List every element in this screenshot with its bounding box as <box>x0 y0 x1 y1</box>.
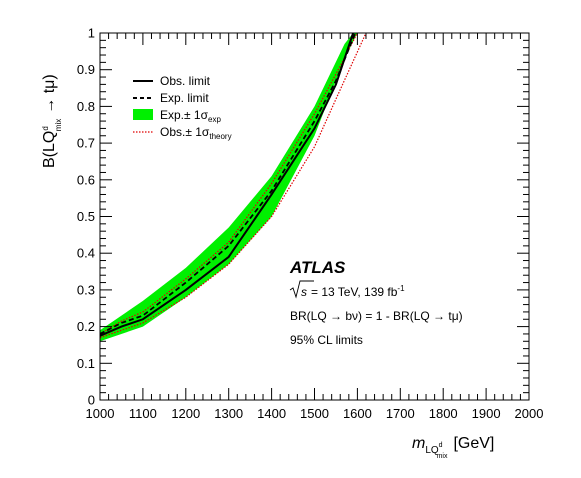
legend-theory-sub: theory <box>209 132 231 141</box>
y-tick-label: 0.4 <box>77 246 95 261</box>
legend: Obs. limit Exp. limit Exp.± 1σexp Obs.± … <box>133 74 232 141</box>
y-axis-title: B(LQd mix → tμ) <box>41 74 63 168</box>
y-tick-label: 1 <box>88 26 95 41</box>
x-axis-unit: [GeV] <box>453 435 494 452</box>
y-tick-label: 0.9 <box>77 62 95 77</box>
legend-band-label: Exp.± 1σexp <box>160 108 221 124</box>
y-tick-label: 0 <box>88 393 95 408</box>
y-axis-sub: mix <box>54 119 63 131</box>
y-tick-label: 0.6 <box>77 172 95 187</box>
y-tick-label: 0.5 <box>77 209 95 224</box>
x-tick-label: 1400 <box>257 406 286 421</box>
energy-text: = 13 TeV, 139 fb <box>311 285 398 299</box>
x-tick-label: 1000 <box>86 406 115 421</box>
legend-obs-label: Obs. limit <box>160 74 211 88</box>
x-axis-sub: LQ <box>425 445 439 456</box>
y-tick-label: 0.8 <box>77 99 95 114</box>
x-axis-subsup: d <box>439 442 443 449</box>
cl-annotation: 95% CL limits <box>290 333 363 347</box>
x-axis-symbol: m <box>412 435 425 452</box>
x-tick-label: 2000 <box>515 406 544 421</box>
x-tick-label: 1100 <box>129 406 157 421</box>
x-axis-title: mLQd mix [GeV] <box>412 435 494 460</box>
x-axis-subsub: mix <box>437 453 448 460</box>
obs-theory-lower-line <box>100 33 367 339</box>
y-tick-label: 0.1 <box>77 356 95 371</box>
x-tick-label: 1500 <box>300 406 329 421</box>
br-relation: BR(LQ → bν) = 1 - BR(LQ → tμ) <box>290 309 463 323</box>
energy-annotation: s = 13 TeV, 139 fb-1 <box>301 284 405 299</box>
legend-theory-text: Obs.± 1σ <box>160 125 210 139</box>
observed-limit-line <box>100 33 355 337</box>
x-tick-label: 1300 <box>214 406 243 421</box>
legend-band-swatch <box>133 109 153 120</box>
x-tick-label: 1900 <box>472 406 501 421</box>
legend-exp-label: Exp. limit <box>160 91 209 105</box>
y-axis-main: B(LQ <box>41 131 58 168</box>
legend-band-text: Exp.± 1σ <box>160 108 209 122</box>
x-tick-label: 1600 <box>343 406 372 421</box>
energy-exponent: -1 <box>397 284 405 293</box>
x-tick-label: 1800 <box>429 406 458 421</box>
legend-theory-label: Obs.± 1σtheory <box>160 125 232 141</box>
y-axis-sup: d <box>41 126 50 130</box>
expected-limit-line <box>100 33 357 335</box>
x-tick-label: 1700 <box>386 406 415 421</box>
plot-area <box>100 33 367 342</box>
sqrt-symbol <box>289 280 314 299</box>
x-tick-label: 1200 <box>171 406 200 421</box>
atlas-label: ATLAS <box>289 258 346 277</box>
y-tick-label: 0.7 <box>77 136 95 151</box>
legend-band-sub: exp <box>208 115 221 124</box>
energy-sqrt-s: s <box>301 285 307 299</box>
y-tick-label: 0.3 <box>77 282 95 297</box>
data-layer <box>100 33 367 342</box>
y-tick-label: 0.2 <box>77 319 95 334</box>
y-axis-tail: → tμ) <box>41 74 58 113</box>
axes-layer: 1000 1100 1200 1300 1400 1500 1600 1700 1800 1900… <box>77 26 544 422</box>
annotation-block: ATLAS s = 13 TeV, 139 fb-1 BR(LQ → bν) = … <box>289 258 463 347</box>
